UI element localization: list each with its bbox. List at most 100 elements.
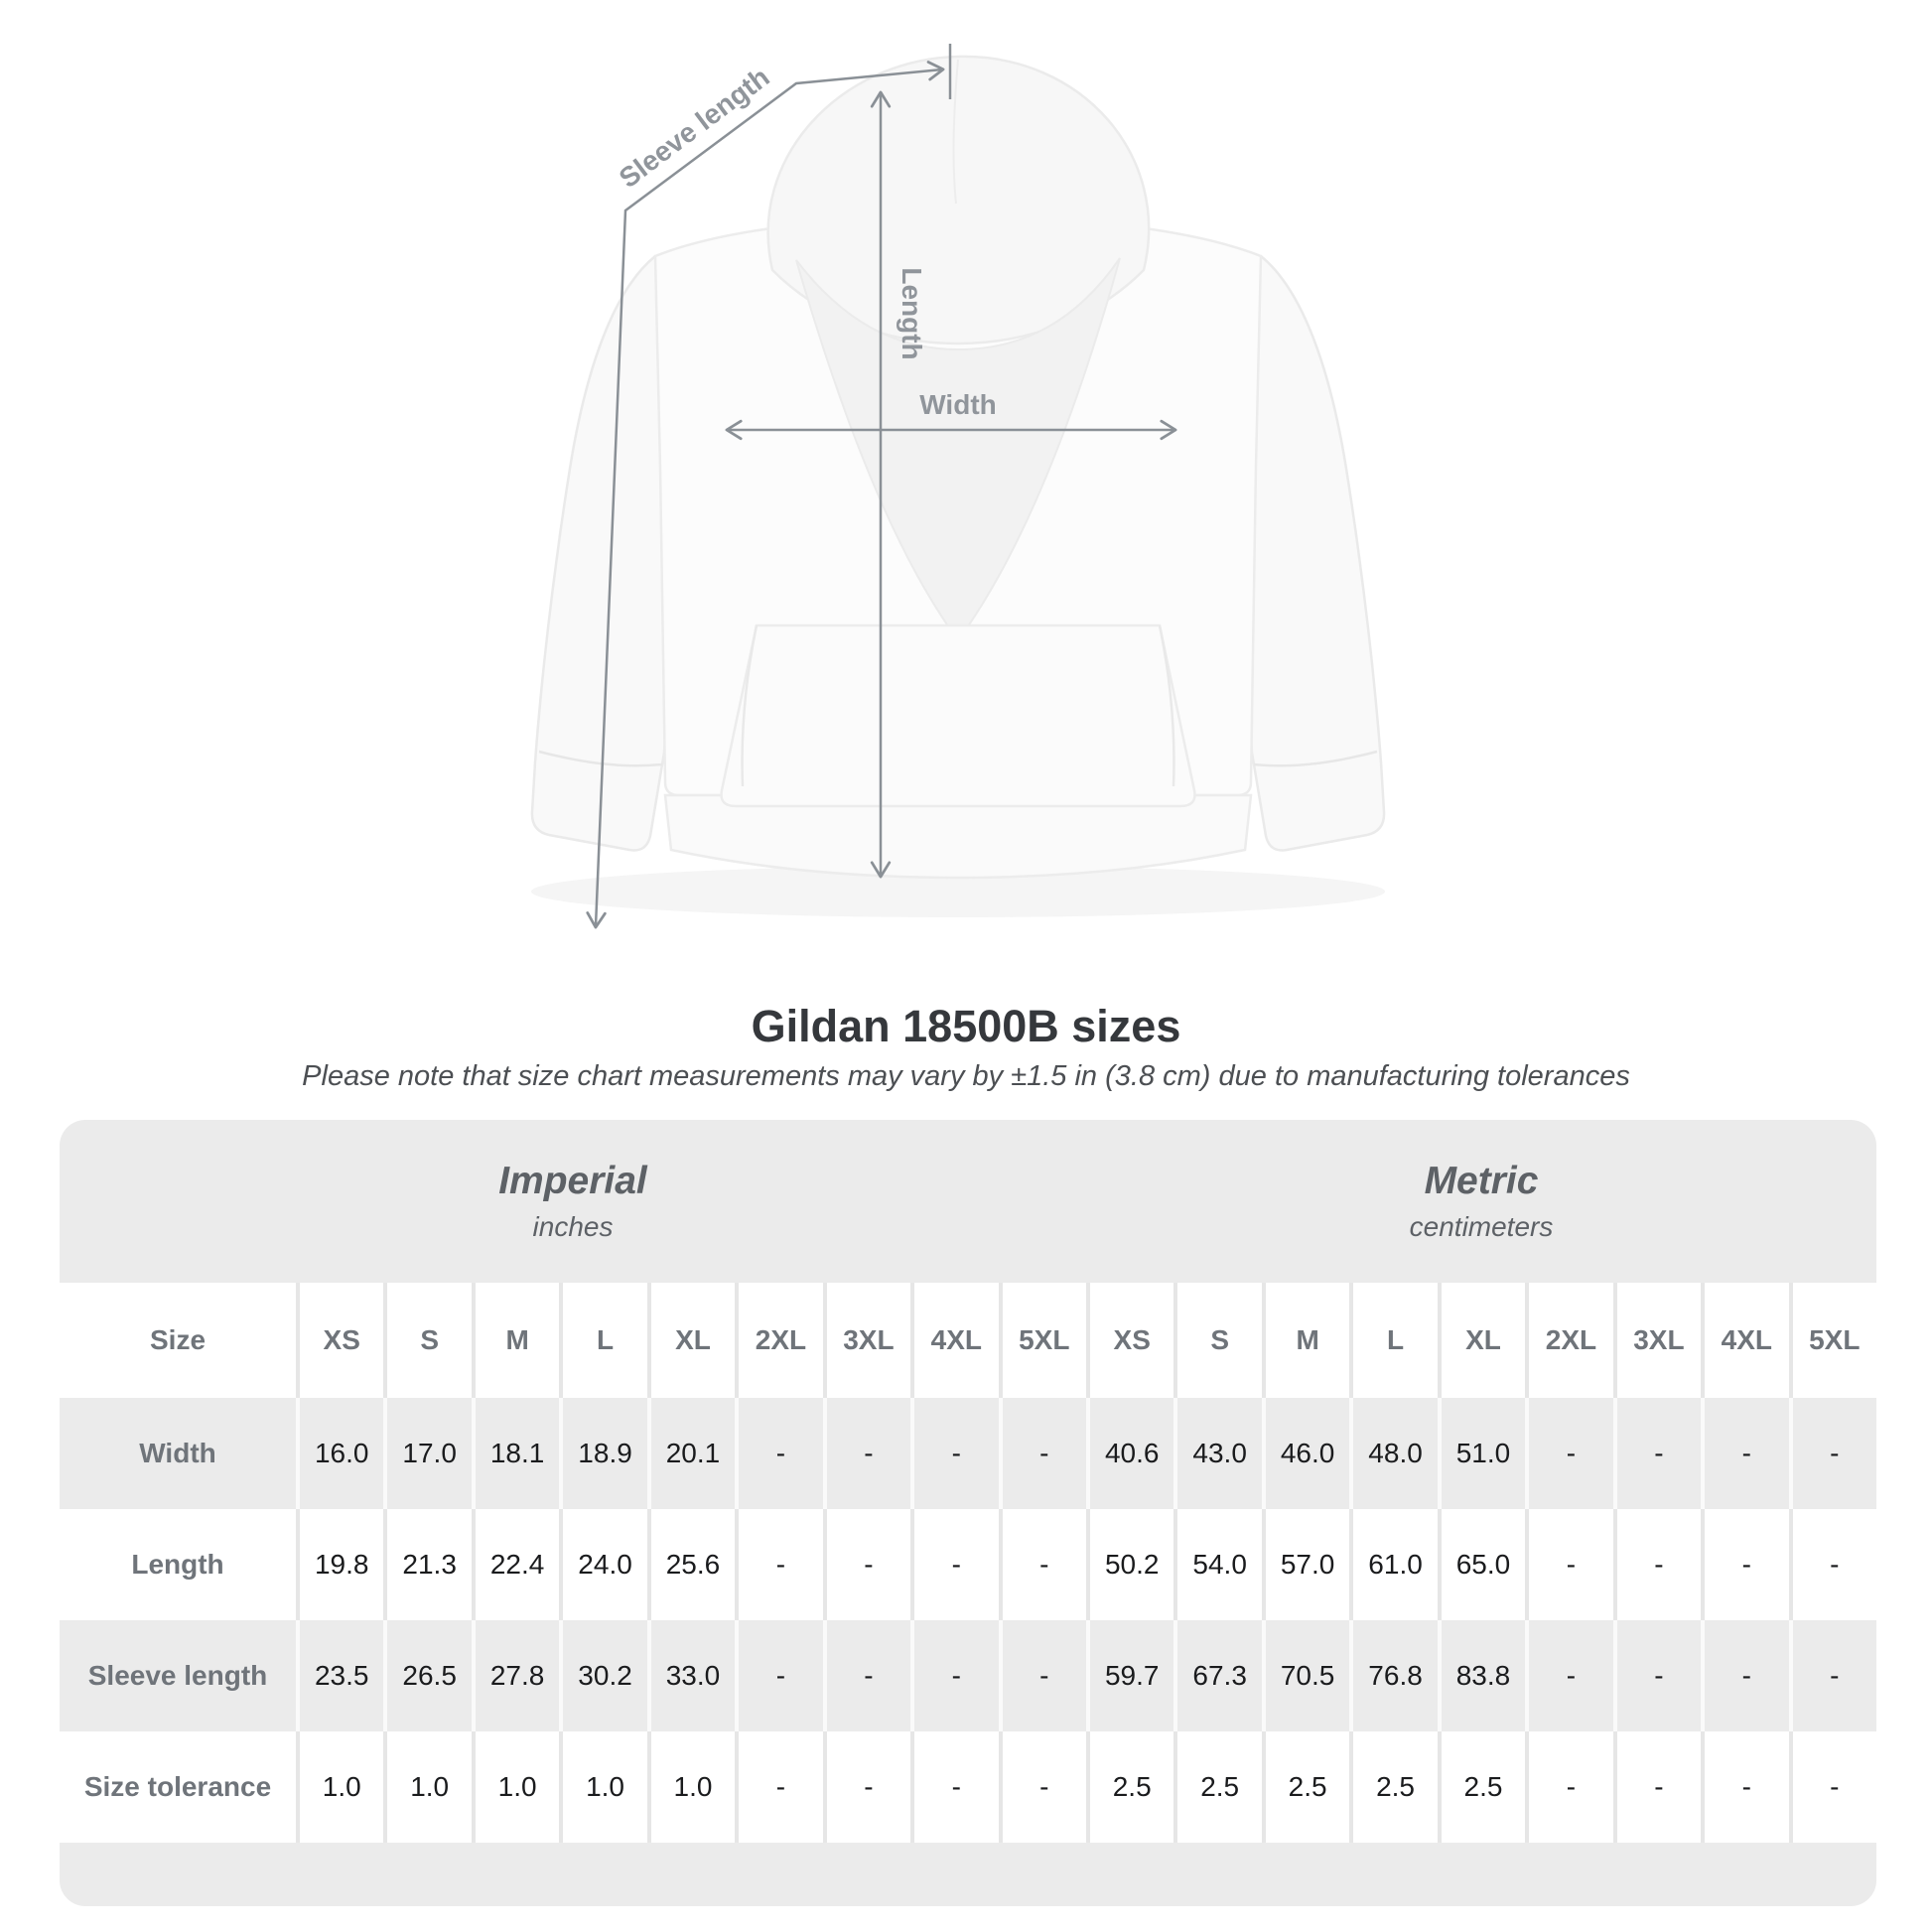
tolerance-note: Please note that size chart measurements…: [302, 1060, 1630, 1092]
section-units: centimeters: [1409, 1211, 1554, 1242]
value-cell: -: [1701, 1398, 1788, 1509]
value-cell: 16.0: [296, 1398, 383, 1509]
value-cell: 27.8: [471, 1620, 559, 1731]
value-cell: -: [1788, 1620, 1876, 1731]
measurement-row: Sleeve length 23.5 26.5 27.8 30.2 33.0- - - -59.…: [60, 1620, 1876, 1731]
row-label: Size tolerance: [83, 1771, 272, 1802]
value-cell: 51.0: [1437, 1398, 1525, 1509]
size-col-header-metric: L: [1349, 1283, 1437, 1398]
value-cell: 17.0: [383, 1398, 471, 1509]
size-col-header-metric: S: [1173, 1283, 1261, 1398]
size-col-header-metric: 3XL: [1612, 1283, 1701, 1398]
value-cell: -: [822, 1509, 910, 1620]
value-cell: 46.0: [1261, 1398, 1349, 1509]
size-col-header-imperial: L: [559, 1283, 646, 1398]
value-cell: -: [1788, 1398, 1876, 1509]
value-cell: -: [822, 1620, 910, 1731]
value-cell: 57.0: [1261, 1509, 1349, 1620]
length-label: Length: [897, 267, 927, 359]
value-cell: -: [910, 1398, 998, 1509]
value-cell: 2.5: [1085, 1731, 1173, 1843]
size-col-header-metric: 5XL: [1788, 1283, 1876, 1398]
value-cell: -: [1788, 1509, 1876, 1620]
value-cell: -: [735, 1398, 822, 1509]
value-cell: -: [1525, 1398, 1612, 1509]
value-cell: -: [1701, 1509, 1788, 1620]
section-label: Metric: [1424, 1160, 1539, 1202]
value-cell: 1.0: [296, 1731, 383, 1843]
value-cell: 2.5: [1349, 1731, 1437, 1843]
value-cell: -: [998, 1509, 1086, 1620]
size-chart-card: Imperial inches Metric centimeters Size X…: [60, 1120, 1876, 1906]
measurement-row: Size tolerance 1.0 1.0 1.0 1.0 1.0- - - -2.5 2.5 2…: [60, 1731, 1876, 1843]
value-cell: 65.0: [1437, 1509, 1525, 1620]
size-col-header-imperial: 5XL: [998, 1283, 1086, 1398]
value-cell: -: [910, 1620, 998, 1731]
size-col-header-metric: 2XL: [1525, 1283, 1612, 1398]
value-cell: 33.0: [646, 1620, 735, 1731]
value-cell: 18.1: [471, 1398, 559, 1509]
value-cell: 67.3: [1173, 1620, 1261, 1731]
width-label: Width: [919, 389, 997, 420]
row-label: Length: [131, 1549, 224, 1580]
size-col-header-metric: M: [1261, 1283, 1349, 1398]
section-header-row: Imperial inches Metric centimeters: [60, 1120, 1876, 1283]
row-label: Width: [139, 1438, 216, 1468]
value-cell: 1.0: [559, 1731, 646, 1843]
value-cell: 26.5: [383, 1620, 471, 1731]
size-header-row: Size XS S M L XL 2XL 3XL 4XL 5XL XS S M L XL 2XL 3XL 4XL 5…: [60, 1283, 1876, 1398]
measurement-row: Width 16.0 17.0 18.1 18.9 20.1- - - -40.6 43.0 46.…: [60, 1398, 1876, 1509]
value-cell: 43.0: [1173, 1398, 1261, 1509]
value-cell: 22.4: [471, 1509, 559, 1620]
value-cell: 50.2: [1085, 1509, 1173, 1620]
value-cell: 2.5: [1437, 1731, 1525, 1843]
size-col-header-imperial: M: [471, 1283, 559, 1398]
value-cell: -: [1525, 1620, 1612, 1731]
value-cell: -: [1788, 1731, 1876, 1843]
section-label: Imperial: [498, 1160, 647, 1202]
value-cell: 59.7: [1085, 1620, 1173, 1731]
size-col-header-imperial: 3XL: [822, 1283, 910, 1398]
size-col-header-metric: XL: [1437, 1283, 1525, 1398]
size-col-header-imperial: XL: [646, 1283, 735, 1398]
value-cell: 83.8: [1437, 1620, 1525, 1731]
hoodie-hood-seam: [952, 59, 959, 205]
value-cell: 30.2: [559, 1620, 646, 1731]
size-corner-label: Size: [149, 1324, 207, 1355]
value-cell: 24.0: [559, 1509, 646, 1620]
section-units: inches: [532, 1211, 614, 1242]
value-cell: -: [1612, 1620, 1701, 1731]
sleeve-length-arrow: [586, 61, 945, 929]
value-cell: 21.3: [383, 1509, 471, 1620]
value-cell: -: [822, 1398, 910, 1509]
size-col-header-imperial: 2XL: [735, 1283, 822, 1398]
value-cell: 18.9: [559, 1398, 646, 1509]
value-cell: 25.6: [646, 1509, 735, 1620]
size-col-header-imperial: S: [383, 1283, 471, 1398]
value-cell: -: [1525, 1509, 1612, 1620]
size-col-header-imperial: XS: [296, 1283, 383, 1398]
value-cell: -: [1701, 1731, 1788, 1843]
size-table-body: Size XS S M L XL 2XL 3XL 4XL 5XL XS S M L XL 2XL 3XL 4XL 5…: [60, 1283, 1876, 1843]
value-cell: 1.0: [471, 1731, 559, 1843]
section-header-metric: Metric centimeters: [1086, 1120, 1876, 1283]
value-cell: 23.5: [296, 1620, 383, 1731]
value-cell: 1.0: [383, 1731, 471, 1843]
size-col-header-metric: XS: [1085, 1283, 1173, 1398]
hoodie-hem-band: [663, 793, 1253, 880]
size-col-header-imperial: 4XL: [910, 1283, 998, 1398]
hoodie-pocket-right-opening: [1158, 624, 1175, 787]
value-cell: -: [1525, 1731, 1612, 1843]
value-cell: 70.5: [1261, 1620, 1349, 1731]
value-cell: -: [735, 1731, 822, 1843]
value-cell: -: [1612, 1398, 1701, 1509]
value-cell: -: [998, 1731, 1086, 1843]
measurement-row: Length 19.8 21.3 22.4 24.0 25.6- - - -50.2 54.0 57…: [60, 1509, 1876, 1620]
value-cell: 2.5: [1261, 1731, 1349, 1843]
value-cell: -: [1612, 1731, 1701, 1843]
value-cell: 1.0: [646, 1731, 735, 1843]
section-header-imperial: Imperial inches: [60, 1120, 1086, 1283]
value-cell: 48.0: [1349, 1398, 1437, 1509]
value-cell: 61.0: [1349, 1509, 1437, 1620]
